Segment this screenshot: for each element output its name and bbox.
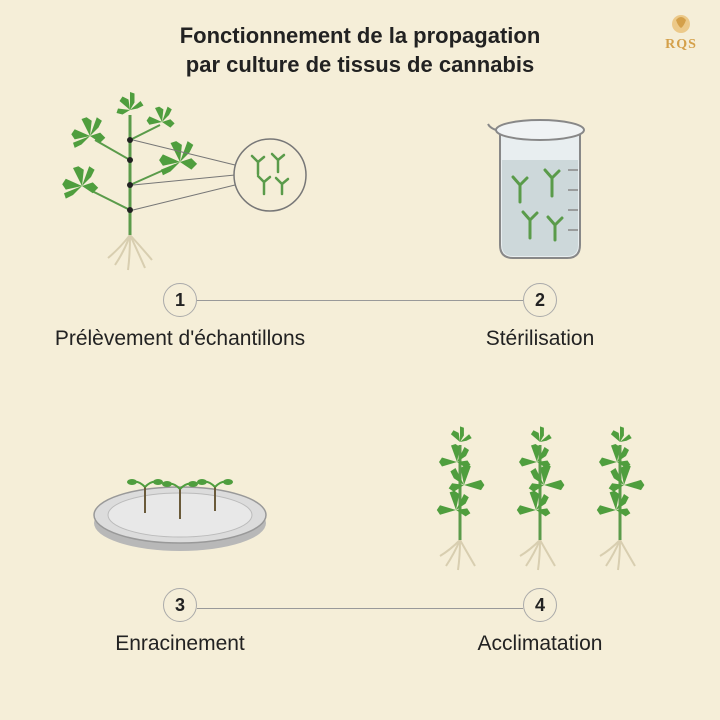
step-3-label: Enracinement: [115, 632, 245, 656]
svg-text:RQS: RQS: [665, 37, 697, 52]
step-4-illustration: [360, 400, 720, 580]
page-title: Fonctionnement de la propagation par cul…: [0, 0, 720, 79]
step-1-number: 1: [175, 290, 185, 311]
title-line-2: par culture de tissus de cannabis: [186, 52, 534, 77]
title-line-1: Fonctionnement de la propagation: [180, 23, 541, 48]
step-3-number: 3: [175, 595, 185, 616]
step-2-badge: 2: [523, 283, 557, 317]
step-2-label: Stérilisation: [486, 327, 595, 351]
step-1-illustration: [0, 95, 360, 275]
connector-1-2: [197, 300, 523, 301]
step-3-cell: 3 Enracinement: [0, 400, 360, 705]
step-2-illustration: [360, 95, 720, 275]
steps-grid: 1 Prélèvement d'échantillons: [0, 95, 720, 705]
step-1-cell: 1 Prélèvement d'échantillons: [0, 95, 360, 400]
step-2-number: 2: [535, 290, 545, 311]
step-4-label: Acclimatation: [478, 632, 603, 656]
step-3-badge: 3: [163, 588, 197, 622]
step-4-badge: 4: [523, 588, 557, 622]
step-3-illustration: [0, 400, 360, 580]
step-1-badge: 1: [163, 283, 197, 317]
step-1-label: Prélèvement d'échantillons: [55, 327, 305, 351]
step-4-number: 4: [535, 595, 545, 616]
step-4-cell: 4 Acclimatation: [360, 400, 720, 705]
connector-3-4: [197, 608, 523, 609]
brand-logo: RQS: [658, 12, 704, 58]
step-2-cell: 2 Stérilisation: [360, 95, 720, 400]
